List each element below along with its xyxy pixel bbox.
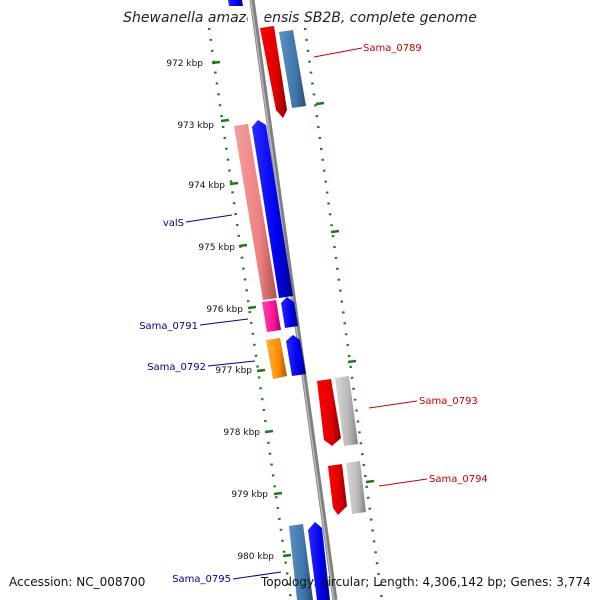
gene-arrow-vals[interactable] bbox=[234, 124, 277, 300]
gene-arrow-sama-0792[interactable] bbox=[266, 338, 287, 379]
leader-line bbox=[232, 571, 282, 580]
tick-mark bbox=[347, 359, 357, 364]
gene-label-sama-0789[interactable]: Sama_0789 bbox=[363, 43, 422, 54]
genome-backbone-highlight bbox=[250, 0, 335, 600]
gene-arrow-sama-0794[interactable] bbox=[346, 461, 366, 514]
tick-mark bbox=[247, 305, 257, 310]
tick-mark bbox=[315, 101, 325, 106]
gene-arrow-sama-0795[interactable] bbox=[289, 524, 313, 600]
gene-arrow-sama-0793[interactable] bbox=[335, 376, 358, 446]
leader-line bbox=[378, 478, 428, 487]
genome-backbone bbox=[249, 0, 338, 600]
tick-mark bbox=[330, 229, 340, 234]
leader-line bbox=[207, 360, 256, 367]
tick-mark bbox=[256, 368, 266, 373]
tick-labels: 972 kbp 973 kbp 974 kbp 975 kbp 976 kbp … bbox=[166, 59, 274, 562]
tick-mark bbox=[273, 491, 283, 496]
tick-mark bbox=[282, 553, 292, 558]
tick-mark bbox=[229, 181, 239, 186]
tick-marks bbox=[211, 60, 375, 558]
gene-label-sama-0794[interactable]: Sama_0794 bbox=[429, 474, 488, 485]
gene-arrow-blue-0795[interactable] bbox=[308, 522, 330, 600]
tick-mark bbox=[211, 60, 221, 65]
gene-arrow[interactable] bbox=[228, 0, 243, 6]
gene-arrow-sama-0791[interactable] bbox=[262, 300, 281, 332]
tick-mark bbox=[365, 479, 375, 484]
gene-arrow-sama-0794-red[interactable] bbox=[328, 464, 347, 515]
label-leaders bbox=[185, 47, 428, 580]
gene-arrow-blue-long[interactable] bbox=[252, 120, 293, 298]
tick-label: 975 kbp bbox=[198, 243, 235, 253]
genome-summary-text: Topology: circular; Length: 4,306,142 bp… bbox=[261, 575, 591, 589]
tick-mark bbox=[238, 243, 248, 248]
leader-line bbox=[199, 318, 249, 326]
tick-label: 979 kbp bbox=[231, 490, 268, 500]
leader-line bbox=[185, 214, 233, 223]
gene-labels: Sama_0789 valS Sama_0791 Sama_0792 Sama_… bbox=[139, 43, 488, 585]
map-title: Shewanella amazonensis SB2B, complete ge… bbox=[123, 10, 477, 26]
tick-mark bbox=[220, 118, 230, 123]
leader-line bbox=[313, 47, 363, 58]
tick-label: 980 kbp bbox=[237, 552, 274, 562]
leader-line bbox=[368, 400, 418, 409]
gene-label-vals[interactable]: valS bbox=[163, 218, 184, 229]
tick-label: 978 kbp bbox=[223, 428, 260, 438]
accession-text: Accession: NC_008700 bbox=[9, 575, 146, 589]
tick-label: 977 kbp bbox=[215, 366, 252, 376]
gene-label-sama-0791[interactable]: Sama_0791 bbox=[139, 321, 198, 332]
gene-arrow-sama-0789[interactable] bbox=[279, 30, 306, 108]
gene-label-sama-0795[interactable]: Sama_0795 bbox=[172, 574, 231, 585]
gene-arrow-sama-0793-red[interactable] bbox=[317, 379, 341, 446]
tick-label: 972 kbp bbox=[166, 59, 203, 69]
gene-arrow-blue-0792[interactable] bbox=[286, 335, 306, 376]
gene-arrow-blue-small[interactable] bbox=[281, 297, 298, 328]
gene-arrow-sama-0789-red[interactable] bbox=[260, 26, 287, 118]
tick-label: 974 kbp bbox=[188, 181, 225, 191]
tick-label: 976 kbp bbox=[206, 305, 243, 315]
tick-mark bbox=[264, 429, 274, 434]
gene-label-sama-0793[interactable]: Sama_0793 bbox=[419, 396, 478, 407]
tick-label: 973 kbp bbox=[177, 121, 214, 131]
gene-label-sama-0792[interactable]: Sama_0792 bbox=[147, 362, 206, 373]
